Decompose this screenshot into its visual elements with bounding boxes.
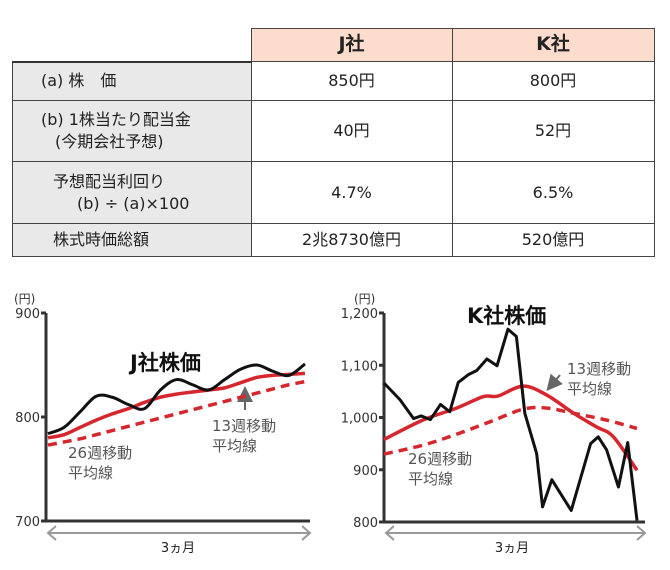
j-ma26-label: 26週移動 [68,444,132,462]
k-y-tick-label: 1,100 [341,359,378,374]
table-row: (b) 1株当たり配当金 (今期会社予想) 40円 52円 [12,100,655,162]
k-ma13-pointer-arrow [546,373,563,392]
dividend-comparison-table: J社 K社 (a) 株 価 850円 800円 (b) 1株当たり配当金 (今期会… [12,28,655,257]
table-row: 予想配当利回り (b) ÷ (a)×100 4.7% 6.5% [12,161,655,224]
k-series-solid-black [382,327,639,521]
row-label-text: (今期会社予想) [55,132,164,151]
j-ma13-label: 平均線 [212,437,257,455]
table-corner [12,28,251,63]
j-period-arrow-left-head [46,525,57,541]
k-y-tick-label: 1,000 [341,412,378,427]
table-row: (a) 株 価 850円 800円 [12,61,655,101]
row-label-text: 予想配当利回り [53,171,166,191]
j-series-dashed-red [47,379,306,447]
k-period-arrow-left-head [384,525,395,541]
row-label-text: (b) 1株当たり配当金 [41,110,191,130]
table-cell: 2兆8730億円 [250,223,453,257]
k-ma13-label: 平均線 [567,380,612,398]
j-y-tick-label: 800 [15,411,40,426]
table-cell: 850円 [250,61,453,101]
row-label-text: (b) ÷ (a)×100 [77,193,190,213]
k-y-unit: (円) [354,292,375,306]
row-label: (a) 株 価 [12,61,252,101]
j-ma13-label: 13週移動 [212,417,276,435]
k-chart-title: K社株価 [467,304,546,328]
table-cell: 4.7% [250,161,453,224]
stock-price-charts: (円) J社株価 26週移動 平均線 13週移動 平均線 3ヵ月 (円) K社株… [14,292,647,556]
j-x-label: 3ヵ月 [161,541,195,556]
table-cell: 520億円 [451,223,655,257]
k-x-label: 3ヵ月 [495,541,529,556]
row-label: 予想配当利回り (b) ÷ (a)×100 [12,161,252,224]
j-ma26-label: 平均線 [68,464,113,482]
k-period-arrow-right-head [636,525,647,541]
table-cell: 52円 [451,100,655,162]
table-cell: 40円 [250,100,453,162]
row-label: (b) 1株当たり配当金 (今期会社予想) [12,100,252,162]
table-header-row: J社 K社 [12,28,655,63]
j-series-solid-black [47,362,306,436]
j-series-solid-red [47,371,306,440]
table-cell: 6.5% [451,161,655,224]
column-header-k: K社 [451,28,655,62]
table-cell: 800円 [451,61,655,101]
j-y-unit: (円) [14,292,35,306]
row-label-text: (a) 株 価 [41,71,117,91]
j-period-arrow-right-head [301,525,312,541]
j-y-tick-label: 700 [15,515,40,530]
table-row: 株式時価総額 2兆8730億円 520億円 [12,223,655,257]
column-header-j: J社 [250,28,453,62]
j-chart-title: J社株価 [128,351,201,375]
k-ma13-label: 13週移動 [567,360,631,378]
row-label: 株式時価総額 [12,223,252,257]
j-y-tick-label: 900 [15,307,40,322]
k-ma26-label: 26週移動 [408,450,472,468]
k-y-tick-label: 800 [353,516,378,531]
k-y-tick-label: 900 [353,464,378,479]
k-ma26-label: 平均線 [408,470,453,488]
k-series-dashed-red [383,405,638,456]
k-y-tick-label: 1,200 [341,307,378,322]
